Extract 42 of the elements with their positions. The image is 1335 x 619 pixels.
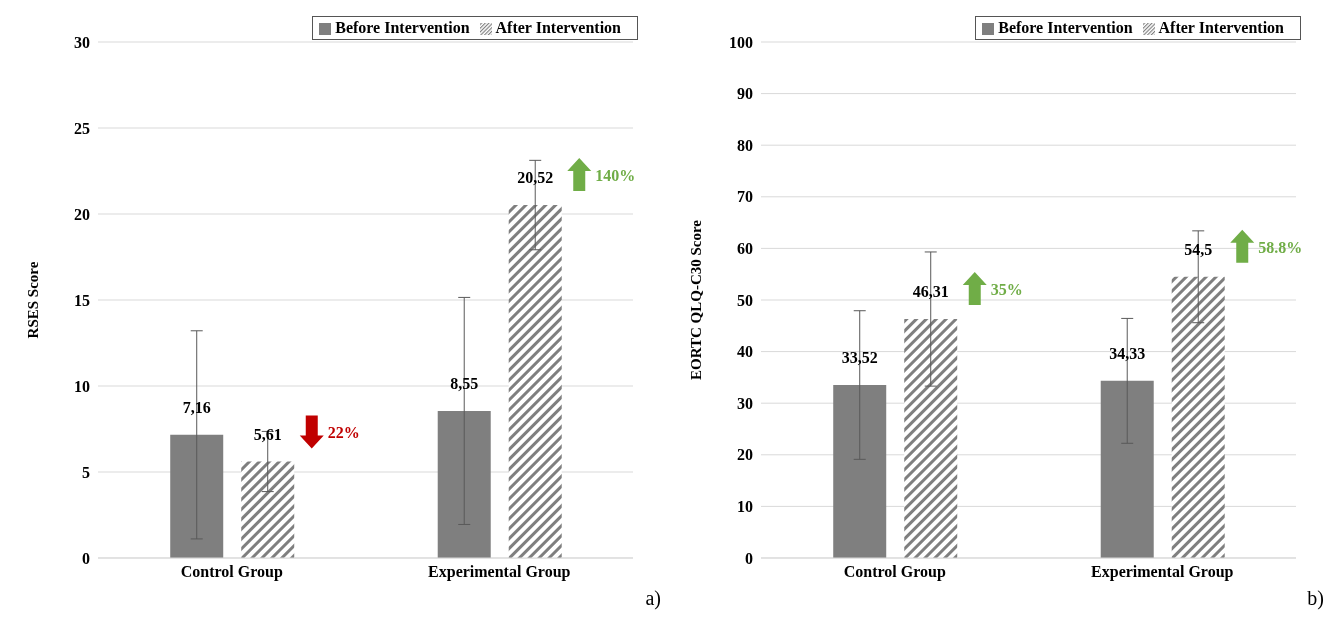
x-tick-label: Control Group: [180, 563, 283, 582]
y-tick-label: 80: [737, 136, 753, 154]
annotation: 22%: [327, 423, 360, 441]
y-tick-label: 60: [737, 240, 753, 258]
y-tick-label: 10: [737, 498, 753, 516]
data-label: 5,61: [253, 425, 282, 443]
y-tick-label: 25: [74, 119, 90, 137]
legend-label: Before Intervention: [998, 19, 1133, 36]
x-tick-label: Experimental Group: [1091, 563, 1234, 582]
y-tick-label: 100: [729, 33, 753, 51]
data-label: 8,55: [450, 374, 479, 392]
annotation: 140%: [595, 167, 636, 185]
data-label: 7,16: [182, 398, 211, 416]
data-label: 54,5: [1184, 240, 1213, 258]
y-tick-label: 40: [737, 343, 753, 361]
y-tick-label: 0: [745, 549, 753, 567]
y-tick-label: 90: [737, 85, 753, 103]
annotation: 35%: [990, 281, 1023, 299]
legend-label: After Intervention: [1158, 19, 1284, 36]
legend-label: Before Intervention: [335, 19, 470, 36]
data-label: 33,52: [841, 349, 878, 367]
y-tick-label: 15: [74, 291, 90, 309]
legend-label: After Intervention: [495, 19, 621, 36]
y-tick-label: 20: [74, 205, 90, 223]
text: b): [1307, 587, 1324, 610]
y-tick-label: 30: [737, 394, 753, 412]
y-tick-label: 30: [74, 33, 90, 51]
annotation: 58.8%: [1258, 238, 1303, 256]
data-label: 20,52: [517, 169, 554, 187]
data-label: 46,31: [912, 283, 949, 301]
y-tick-label: 20: [737, 446, 753, 464]
data-label: 34,33: [1109, 344, 1146, 362]
y-axis-title: EORTC QLQ-C30 Score: [688, 219, 705, 381]
y-tick-label: 70: [737, 188, 753, 206]
text: a): [645, 587, 661, 610]
y-axis-title: RSES Score: [25, 261, 42, 339]
y-tick-label: 50: [737, 291, 753, 309]
y-tick-label: 5: [82, 463, 90, 481]
y-tick-label: 0: [82, 549, 90, 567]
x-tick-label: Experimental Group: [428, 563, 571, 582]
y-tick-label: 10: [74, 377, 90, 395]
x-tick-label: Control Group: [843, 563, 946, 582]
